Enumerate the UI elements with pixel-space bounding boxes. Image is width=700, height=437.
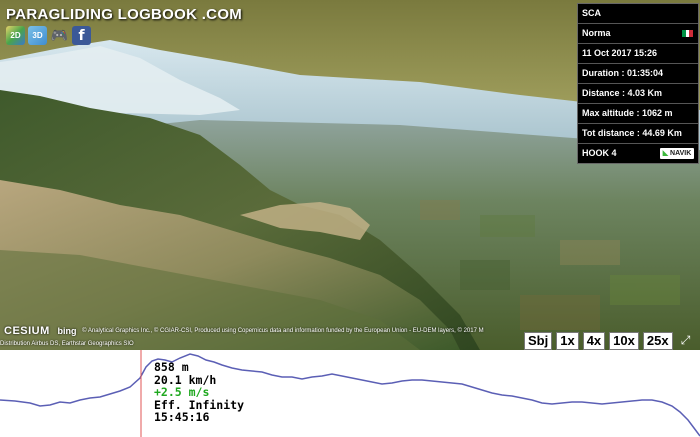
speed-1x-button[interactable]: 1x (556, 332, 579, 350)
credit-text: © Analytical Graphics Inc., © CGIAR-CSI,… (82, 328, 484, 334)
subject-button[interactable]: Sbj (524, 332, 553, 350)
flight-distance: Distance : 4.03 Km (578, 84, 698, 104)
fullscreen-icon[interactable]: ⤢ (680, 333, 691, 347)
naviter-logo: ◣ NAVIK (660, 148, 694, 159)
altitude-profile-chart (0, 350, 700, 437)
flight-info-panel: SCA Norma 11 Oct 2017 15:26 Duration : 0… (577, 3, 699, 164)
facebook-icon[interactable]: f (72, 26, 91, 45)
readout-vario: +2.5 m/s (154, 385, 210, 399)
wing-row: Norma (578, 24, 698, 44)
readout-speed: 20.1 km/h (154, 372, 217, 387)
speed-10x-button[interactable]: 10x (609, 332, 639, 350)
wing-name: Norma (582, 28, 611, 38)
map-2d-icon[interactable]: 2D (6, 26, 25, 45)
cesium-logo[interactable]: CESIUM (4, 325, 50, 337)
max-altitude: Max altitude : 1062 m (578, 104, 698, 124)
speed-25x-button[interactable]: 25x (642, 332, 673, 350)
map-credits: CESIUM bing © Analytical Graphics Inc., … (4, 325, 484, 337)
italy-flag-icon (682, 30, 694, 37)
total-distance: Tot distance : 44.69 Km (578, 124, 698, 144)
profile-readout: 858 m 20.1 km/h +2.5 m/s Eff. Infinity 1… (154, 361, 244, 424)
flight-duration: Duration : 01:35:04 (578, 64, 698, 84)
globe-3d-icon[interactable]: 3D (28, 26, 47, 45)
speed-4x-button[interactable]: 4x (582, 332, 606, 350)
device-row: HOOK 4 ◣ NAVIK (578, 144, 698, 163)
playback-controls: Sbj 1x 4x 10x 25x ⤢ (524, 332, 693, 350)
site-title[interactable]: PARAGLIDING LOGBOOK .COM (6, 6, 243, 23)
bing-logo[interactable]: bing (57, 326, 77, 336)
readout-altitude: 858 m (154, 360, 189, 374)
device-name: HOOK 4 (582, 148, 617, 158)
altitude-line (0, 353, 700, 437)
flight-date: 11 Oct 2017 15:26 (578, 44, 698, 64)
gamepad-icon[interactable]: 🎮 (50, 27, 69, 43)
view-toolbar: 2D 3D 🎮 f (6, 26, 91, 45)
readout-time: 15:45:16 (154, 410, 210, 424)
altitude-profile[interactable] (0, 350, 700, 437)
credit-text-2: Distribution Airbus DS, Earthstar Geogra… (0, 341, 134, 347)
3d-viewer[interactable]: PARAGLIDING LOGBOOK .COM 2D 3D 🎮 f SCA N… (0, 0, 700, 350)
readout-efficiency: Eff. Infinity (154, 397, 245, 412)
pilot-name: SCA (578, 4, 698, 24)
